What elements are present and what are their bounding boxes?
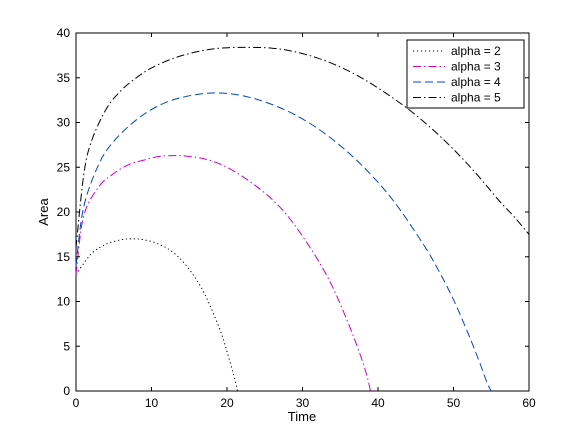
x-tick-label-30: 30 [296,396,310,410]
legend-box [406,39,525,109]
x-tick-label-20: 20 [220,396,234,410]
series-line-2 [75,155,371,392]
y-tick-label-30: 30 [57,116,71,130]
series-line-1 [75,238,239,392]
y-tick-label-35: 35 [57,71,71,85]
y-tick-label-20: 20 [57,205,71,219]
y-tick-label-0: 0 [63,384,70,398]
x-tick-label-0: 0 [73,396,80,410]
series-layer [75,46,530,392]
legend-label-4: alpha = 5 [451,91,501,105]
series-line-4 [75,46,530,248]
y-tick-label-10: 10 [57,295,71,309]
y-tick-label-40: 40 [57,26,71,40]
y-tick-label-15: 15 [57,250,71,264]
y-axis-label: Area [36,198,51,226]
x-tick-label-60: 60 [522,396,536,410]
tick-layer: 0 10 20 30 40 50 60 0 5 10 15 20 25 30 35 40 [57,26,536,410]
legend-label-3: alpha = 4 [451,75,501,89]
x-axis-label: Time [288,409,316,424]
x-tick-label-40: 40 [371,396,385,410]
legend-label-1: alpha = 2 [451,44,501,58]
x-tick-label-10: 10 [145,396,159,410]
y-tick-label-25: 25 [57,160,71,174]
series-line-3 [75,92,492,392]
x-tick-label-50: 50 [447,396,461,410]
legend-label-2: alpha = 3 [451,60,501,74]
y-tick-label-5: 5 [63,339,70,353]
